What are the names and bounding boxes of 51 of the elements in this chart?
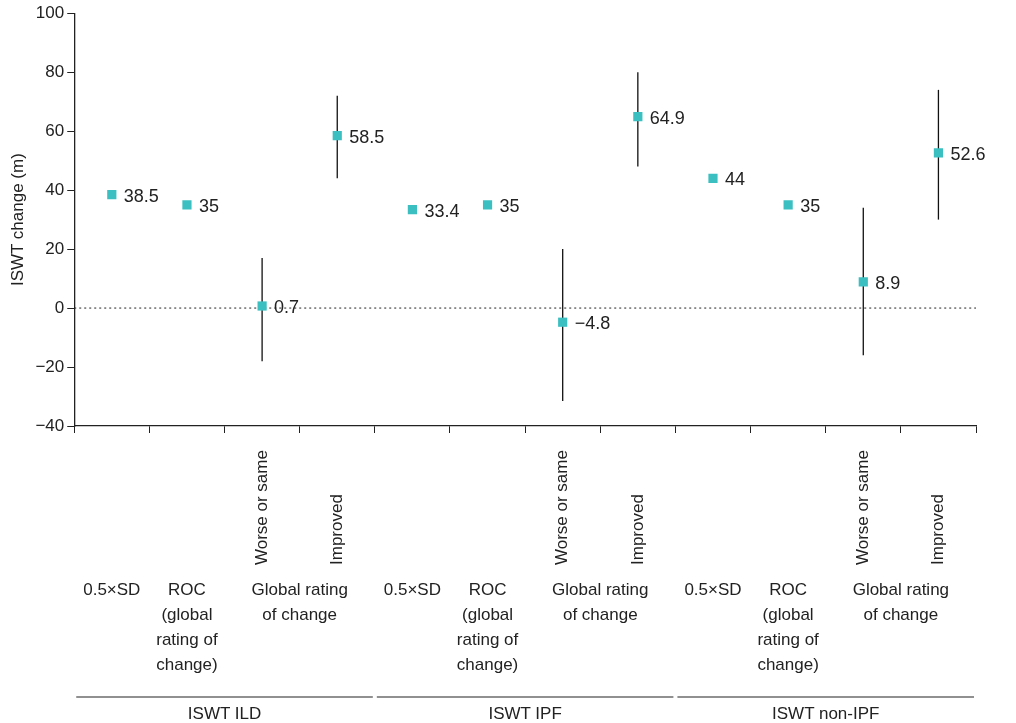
text: ROC (global rating of change) [456, 579, 519, 674]
point [407, 204, 417, 215]
x-tick-label: Worse or same [852, 450, 872, 565]
y-tick-label: 0 [54, 297, 65, 317]
point [182, 200, 192, 210]
data-label: 64.9 [649, 107, 685, 128]
y-tick-label: 60 [45, 120, 65, 140]
point [933, 148, 944, 158]
y-tick-label: −40 [35, 415, 65, 435]
data-label: 38.5 [123, 185, 159, 206]
point [708, 173, 718, 183]
point [482, 200, 493, 210]
point [633, 112, 643, 122]
text: Global rating of change [251, 579, 348, 624]
data-label: 33.4 [424, 200, 460, 221]
data-label: 52.6 [950, 143, 986, 164]
data-label: 35 [499, 195, 520, 216]
y-tick-label: 100 [35, 2, 65, 22]
text: 0.5×SD [83, 579, 141, 599]
x-tick-label: Improved [326, 494, 346, 565]
x-tick-label: Improved [627, 494, 647, 565]
text: ISWT ILD [187, 703, 262, 723]
text: 0.5×SD [383, 579, 441, 599]
data-label: 44 [724, 169, 746, 190]
data-label: 35 [198, 195, 219, 216]
point [257, 301, 267, 311]
x-tick-label: Worse or same [552, 450, 572, 565]
text: ISWT non-IPF [772, 703, 880, 723]
point [558, 317, 568, 327]
text: ISWT IPF [488, 703, 562, 723]
x-tick-label: Improved [928, 494, 948, 565]
point [783, 200, 793, 210]
data-label: 58.5 [349, 126, 385, 147]
text: 0.5×SD [684, 579, 742, 599]
data-label: 35 [800, 195, 821, 216]
y-tick-label: 80 [45, 61, 65, 81]
data-label: 0.7 [274, 296, 300, 317]
y-tick-label: 20 [45, 238, 65, 258]
y-axis-title: ISWT change (m) [7, 153, 27, 287]
data-label: −4.8 [574, 313, 611, 334]
y-tick-label: −20 [35, 356, 65, 376]
text: Global rating of change [552, 579, 649, 624]
y-tick-label: 40 [45, 179, 65, 199]
text: ROC (global rating of change) [757, 579, 820, 674]
data-label: 8.9 [875, 272, 901, 293]
x-tick-label: Worse or same [251, 450, 271, 565]
point [332, 130, 342, 141]
text: ROC (global rating of change) [156, 579, 218, 674]
point [107, 189, 117, 200]
point [858, 277, 868, 287]
text: Global rating of change [852, 579, 950, 624]
